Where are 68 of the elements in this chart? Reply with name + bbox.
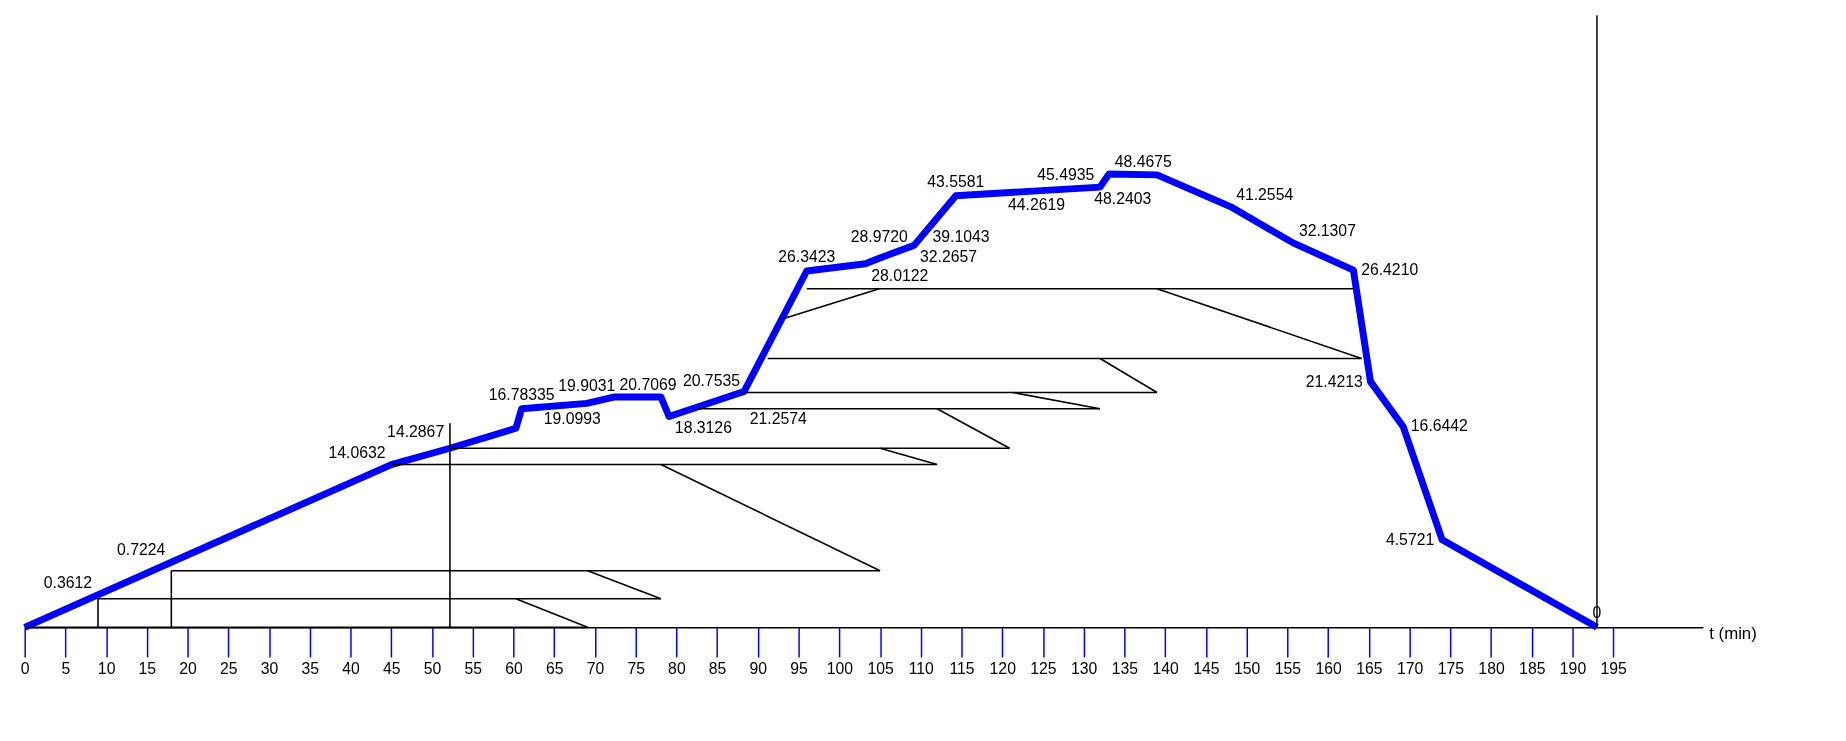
annotation: 41.2554 <box>1236 185 1294 203</box>
x-tick-label: 135 <box>1111 660 1139 678</box>
annotation: 14.2867 <box>387 423 445 441</box>
annotation: 16.6442 <box>1410 417 1468 435</box>
x-tick-label: 25 <box>220 660 238 678</box>
annotation: 45.4935 <box>1037 166 1095 184</box>
annotation: 28.9720 <box>850 227 908 245</box>
x-tick-label: 110 <box>908 660 935 678</box>
x-tick-label: 180 <box>1478 660 1505 678</box>
x-tick-label: 50 <box>423 660 442 678</box>
x-tick-label: 5 <box>61 660 71 678</box>
x-tick-label: 175 <box>1437 660 1465 678</box>
x-tick-label: 150 <box>1233 660 1261 678</box>
annotation: 19.9031 <box>558 376 616 394</box>
annotation: 26.4210 <box>1361 261 1419 279</box>
x-tick-label: 115 <box>949 660 975 678</box>
x-tick-label: 40 <box>342 660 361 678</box>
x-axis-title: t (min) <box>1709 623 1757 643</box>
x-tick-label: 60 <box>505 660 523 678</box>
x-tick-label: 95 <box>790 660 809 678</box>
annotation: 43.5581 <box>927 172 985 190</box>
x-tick-label: 65 <box>545 660 564 678</box>
x-tick-label: 15 <box>138 660 157 678</box>
annotation: 20.7069 <box>619 376 677 394</box>
annotation: 48.4675 <box>1114 153 1173 171</box>
x-tick-label: 55 <box>464 660 483 678</box>
x-tick-label: 30 <box>260 660 279 678</box>
x-tick-label: 185 <box>1519 660 1546 678</box>
annotation: 21.2574 <box>749 410 808 428</box>
annotation: 14.0632 <box>328 443 386 461</box>
x-tick-label: 155 <box>1274 660 1302 678</box>
x-tick-label: 120 <box>989 660 1017 678</box>
x-tick-label: 90 <box>749 660 768 678</box>
x-tick-label: 100 <box>826 660 854 678</box>
annotation: 32.2657 <box>920 247 978 265</box>
x-tick-label: 0 <box>20 660 30 678</box>
x-tick-label: 165 <box>1356 660 1383 678</box>
annotation: 32.1307 <box>1298 221 1356 239</box>
x-tick-label: 170 <box>1396 660 1424 678</box>
annotation: 0.7224 <box>117 541 166 559</box>
annotation: 21.4213 <box>1305 372 1363 390</box>
x-tick-label: 20 <box>179 660 198 678</box>
x-tick-label: 195 <box>1600 660 1628 678</box>
x-tick-label: 125 <box>1030 660 1057 678</box>
annotation: 28.0122 <box>871 266 929 284</box>
x-tick-label: 140 <box>1152 660 1180 678</box>
x-tick-label: 190 <box>1559 660 1587 678</box>
x-tick-label: 45 <box>382 660 401 678</box>
annotation: 18.3126 <box>674 419 733 437</box>
annotation: 26.3423 <box>778 248 836 266</box>
x-tick-label: 80 <box>668 660 686 678</box>
x-tick-label: 85 <box>708 660 727 678</box>
x-tick-label: 130 <box>1071 660 1098 678</box>
annotation: 16.78335 <box>488 385 555 403</box>
x-tick-label: 70 <box>586 660 605 678</box>
x-tick-label: 10 <box>97 660 116 678</box>
annotation: 19.0993 <box>543 410 601 428</box>
annotation: 0.3612 <box>43 573 93 591</box>
x-tick-label: 75 <box>627 660 646 678</box>
x-tick-label: 35 <box>301 660 320 678</box>
annotation: 48.2403 <box>1094 189 1152 207</box>
annotation: 20.7535 <box>682 371 741 389</box>
annotation: 4.5721 <box>1385 530 1435 548</box>
annotation: 44.2619 <box>1008 195 1066 213</box>
x-tick-label: 160 <box>1315 660 1342 678</box>
x-tick-label: 105 <box>867 660 894 678</box>
annotation: 39.1043 <box>932 228 990 246</box>
x-tick-label: 145 <box>1193 660 1220 678</box>
